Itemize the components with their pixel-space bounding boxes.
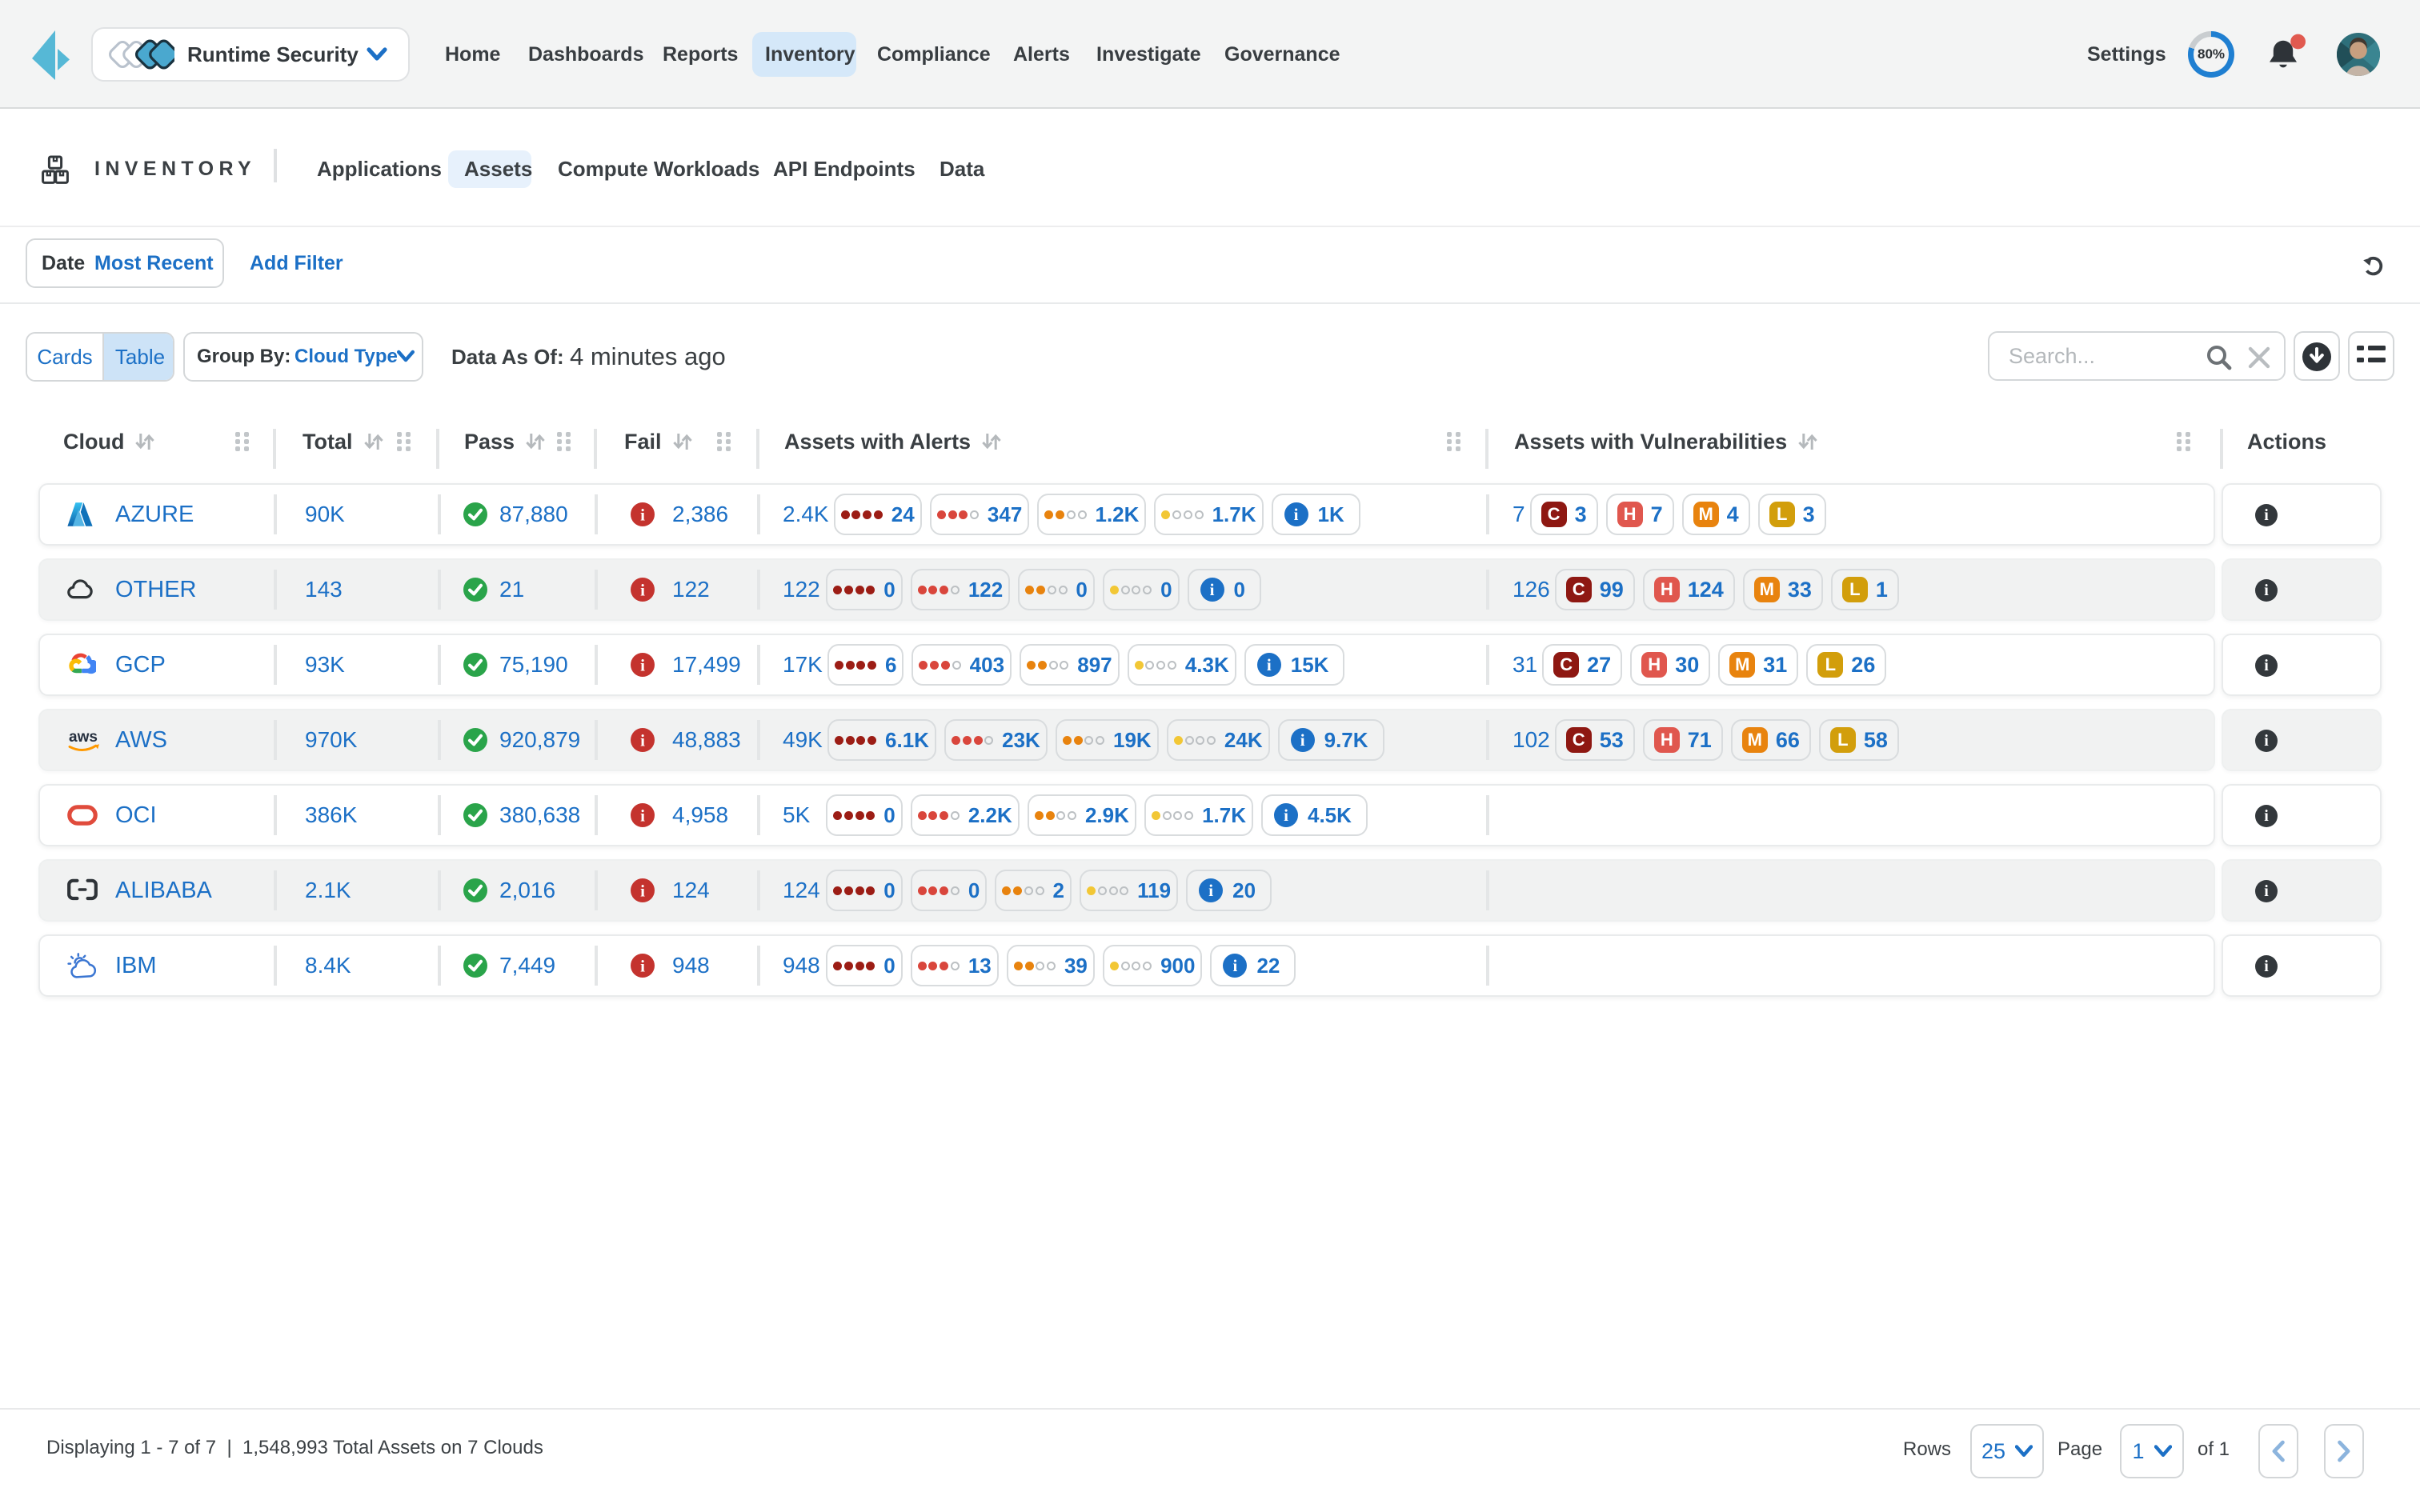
svg-text:i: i bbox=[640, 881, 645, 900]
svg-text:i: i bbox=[640, 956, 645, 975]
svg-text:i: i bbox=[640, 730, 645, 750]
svg-text:i: i bbox=[640, 655, 645, 674]
svg-text:i: i bbox=[640, 505, 645, 524]
svg-text:i: i bbox=[640, 580, 645, 599]
svg-text:i: i bbox=[640, 806, 645, 825]
svg-text:aws: aws bbox=[69, 729, 98, 746]
